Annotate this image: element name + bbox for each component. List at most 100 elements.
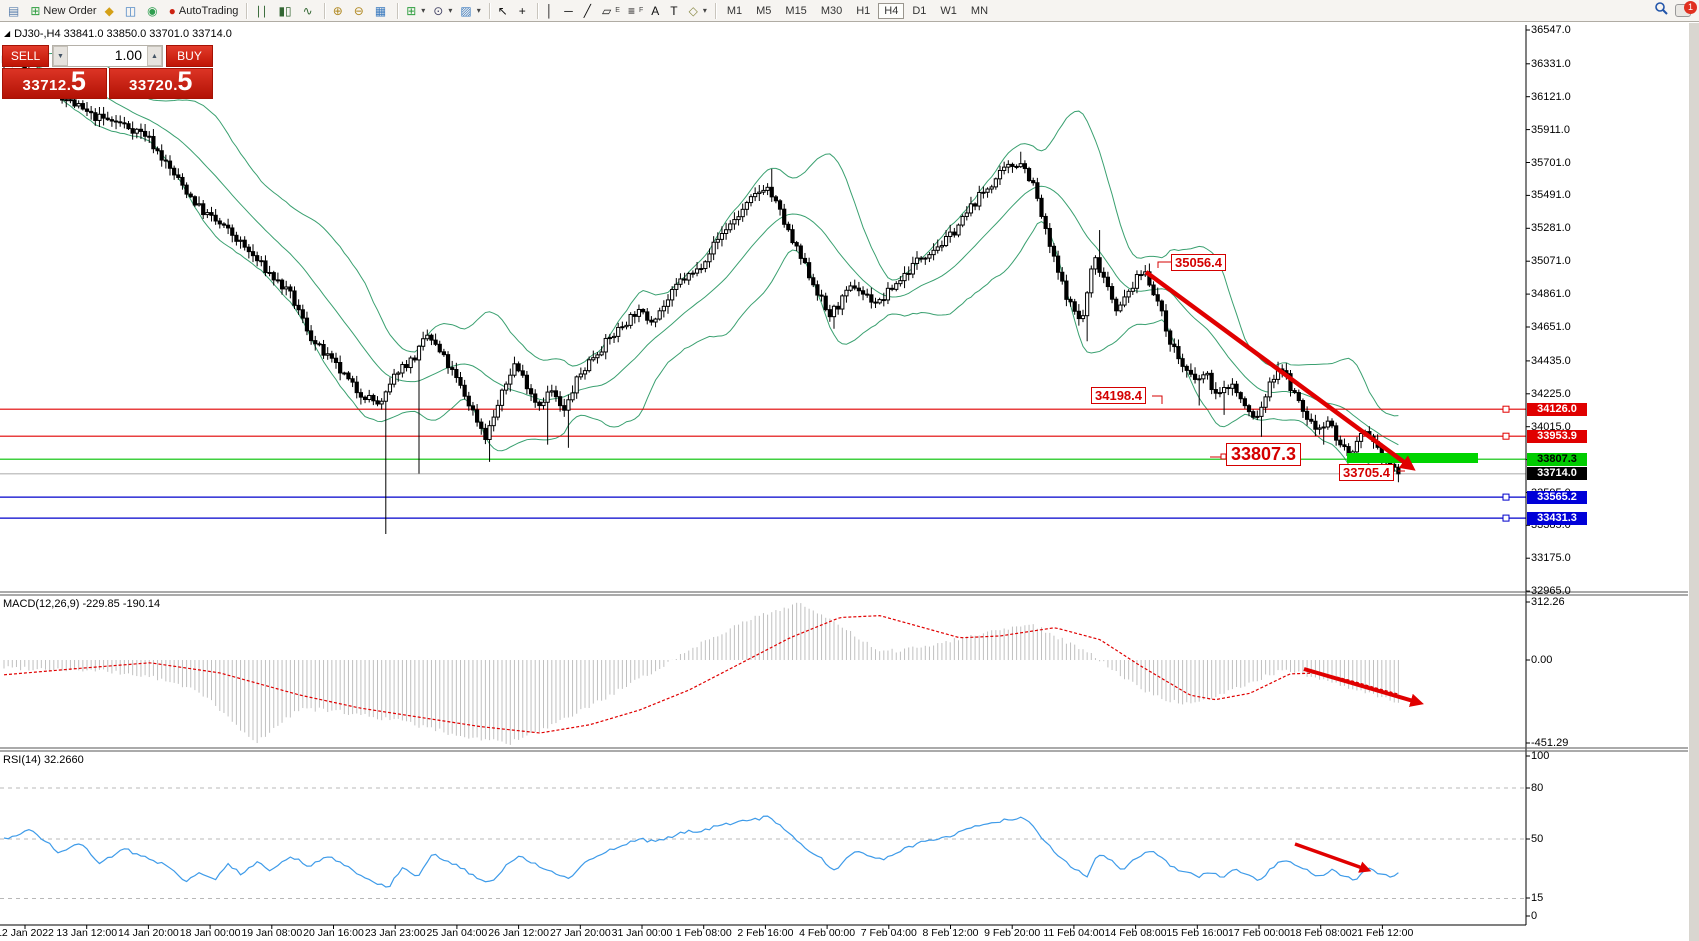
- price-line-handle[interactable]: [1502, 514, 1510, 522]
- text-label-tool[interactable]: T: [667, 2, 683, 20]
- timeframe-w1[interactable]: W1: [940, 4, 957, 17]
- sell-price-button[interactable]: 33712 . 5: [2, 68, 107, 99]
- tile-windows-icon[interactable]: ▦: [372, 2, 392, 20]
- notifications-icon[interactable]: 1: [1675, 1, 1697, 17]
- price-badge-33431.3: 33431.3: [1527, 511, 1587, 525]
- time-axis-label[interactable]: 23 Jan 23:00: [364, 927, 426, 939]
- text-tool[interactable]: A: [648, 2, 665, 20]
- time-axis-label[interactable]: 9 Feb 20:00: [984, 927, 1041, 939]
- signals-icon[interactable]: ◉: [144, 2, 163, 20]
- crosshair-tool[interactable]: +: [516, 2, 532, 20]
- time-axis-label[interactable]: 18 Feb 08:00: [1289, 927, 1352, 939]
- chart-snapshot-icon[interactable]: ▨ ▾: [457, 2, 483, 20]
- swing_low_label[interactable]: 34198.4: [1091, 387, 1146, 404]
- time-axis-label[interactable]: 27 Jan 20:00: [549, 927, 611, 939]
- zoom-out-icon[interactable]: ⊖: [351, 2, 370, 20]
- volume-value[interactable]: 1.00: [68, 46, 147, 66]
- search-icon[interactable]: [1654, 1, 1669, 21]
- buy-price-button[interactable]: 33720 . 5: [108, 68, 213, 99]
- zoom-in-icon-glyph: ⊕: [332, 3, 343, 18]
- arrows-tool-dropdown-arrow[interactable]: ▾: [702, 6, 707, 15]
- macd-signal-line: [3, 615, 1399, 734]
- timeframe-m15[interactable]: M15: [785, 4, 807, 17]
- volume-decrement-button[interactable]: ▼: [53, 46, 68, 66]
- publish-icon[interactable]: ◫: [122, 2, 142, 20]
- fibonacci-tool[interactable]: ≡ F: [625, 2, 646, 20]
- timeframe-h4[interactable]: H4: [878, 2, 905, 19]
- time-axis-label[interactable]: 13 Jan 12:00: [56, 927, 118, 939]
- time-axis-label[interactable]: 1 Feb 08:00: [675, 927, 732, 939]
- zoom-in-icon[interactable]: ⊕: [330, 2, 349, 20]
- swing_high_label[interactable]: 35056.4: [1171, 254, 1226, 271]
- vertical-line-tool[interactable]: │: [543, 2, 560, 20]
- cursor-tool[interactable]: ↖: [495, 2, 514, 20]
- timeframe-m1[interactable]: M1: [726, 4, 743, 17]
- time-axis-label[interactable]: 7 Feb 04:00: [860, 927, 917, 939]
- metaquotes-market-icon[interactable]: ◆: [102, 2, 120, 20]
- time-axis-label[interactable]: 11 Feb 04:00: [1043, 927, 1105, 939]
- support_label_big[interactable]: 33807.3: [1226, 443, 1302, 466]
- price-tick-label: 32965.0: [1531, 585, 1571, 598]
- line-chart-icon[interactable]: ∿: [300, 2, 319, 20]
- macd-down-arrow[interactable]: [1303, 667, 1424, 707]
- price-tick-label: 35701.0: [1531, 156, 1571, 169]
- profiles-icon[interactable]: ⊙ ▾: [430, 2, 455, 20]
- price-tick-label: 34435.0: [1531, 354, 1571, 367]
- profiles-icon-dropdown-arrow[interactable]: ▾: [448, 6, 453, 15]
- time-axis-label[interactable]: 12 Jan 2022: [0, 927, 54, 939]
- time-axis-label[interactable]: 25 Jan 04:00: [426, 927, 488, 939]
- timeframe-h1[interactable]: H1: [856, 4, 871, 17]
- autotrading-button[interactable]: ● AutoTrading: [166, 2, 242, 20]
- price-line-handle[interactable]: [1502, 493, 1510, 501]
- new-chart-icon[interactable]: ⊞ ▾: [403, 2, 428, 20]
- time-axis-label[interactable]: 18 Jan 00:00: [179, 927, 241, 939]
- time-axis-label[interactable]: 17 Feb 00:00: [1228, 927, 1290, 939]
- timeframe-m5[interactable]: M5: [756, 4, 772, 17]
- time-axis-label[interactable]: 15 Feb 16:00: [1166, 927, 1229, 939]
- time-axis-label[interactable]: 14 Jan 20:00: [118, 927, 179, 939]
- price-line-handle[interactable]: [1502, 405, 1510, 413]
- time-axis-label[interactable]: 19 Jan 08:00: [241, 927, 303, 939]
- trendline-tool[interactable]: ╱: [581, 2, 597, 20]
- annotations[interactable]: [1144, 261, 1478, 873]
- rsi-down-arrow[interactable]: [1294, 842, 1372, 873]
- time-axis-label[interactable]: 31 Jan 00:00: [611, 927, 673, 939]
- new-order-button[interactable]: ⊞ New Order: [27, 2, 99, 20]
- bar-chart-icon-glyph: ∣∣: [255, 3, 268, 18]
- new-chart-icon-dropdown-arrow[interactable]: ▾: [421, 6, 426, 15]
- time-axis-label[interactable]: 2 Feb 16:00: [737, 927, 794, 939]
- horizontal-line-tool[interactable]: ─: [561, 2, 579, 20]
- timeframe-mn[interactable]: MN: [970, 4, 989, 17]
- sell-button[interactable]: SELL: [2, 45, 49, 67]
- chart-snapshot-icon-dropdown-arrow[interactable]: ▾: [476, 6, 481, 15]
- volume-stepper[interactable]: ▼ 1.00 ▲: [52, 45, 163, 67]
- time-axis-label[interactable]: 14 Feb 08:00: [1104, 927, 1167, 939]
- time-axis-label[interactable]: 20 Jan 16:00: [303, 927, 364, 939]
- price-trend-arrow[interactable]: [1144, 270, 1416, 471]
- candlestick-chart-icon[interactable]: ▮▯: [275, 2, 297, 20]
- time-axis-label[interactable]: 21 Feb 12:00: [1351, 927, 1414, 939]
- price-tick-label: 34651.0: [1531, 321, 1571, 333]
- timeframe-m30[interactable]: M30: [820, 4, 843, 17]
- price-tick-label: 35071.0: [1531, 255, 1571, 268]
- arrows-tool[interactable]: ◇ ▾: [686, 2, 710, 20]
- time-axis-label[interactable]: 26 Jan 12:00: [488, 927, 549, 939]
- horizontal-price-lines[interactable]: [0, 405, 1526, 522]
- support-zone-rectangle[interactable]: [1347, 453, 1478, 463]
- timeframe-d1[interactable]: D1: [912, 4, 927, 17]
- buy-button[interactable]: BUY: [166, 45, 213, 67]
- price-line-handle[interactable]: [1502, 432, 1510, 440]
- volume-increment-button[interactable]: ▲: [147, 46, 162, 66]
- new-order-button-glyph: ⊞: [30, 3, 41, 18]
- chart-window-icon[interactable]: ▤: [5, 2, 25, 20]
- last_low_label[interactable]: 33705.4: [1339, 464, 1394, 481]
- time-axis-label[interactable]: 8 Feb 12:00: [922, 927, 979, 939]
- toolbar-separator: [246, 2, 248, 19]
- rsi-tick-label: 15: [1531, 892, 1544, 904]
- bar-chart-icon[interactable]: ∣∣: [252, 2, 273, 20]
- label-connector: [1152, 395, 1163, 404]
- equidistant-channel-tool[interactable]: ▱ E: [599, 2, 623, 20]
- time-axis-label[interactable]: 4 Feb 00:00: [799, 927, 856, 939]
- toolbar-separator: [323, 2, 325, 19]
